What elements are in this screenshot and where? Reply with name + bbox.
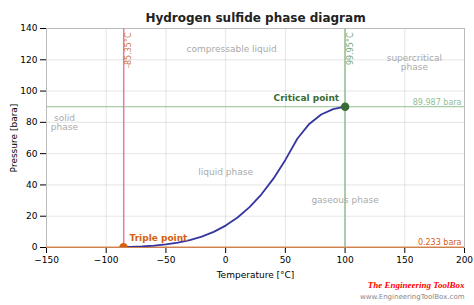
svg-text:supercriticalphase: supercriticalphase bbox=[387, 53, 442, 72]
svg-text:150: 150 bbox=[396, 255, 413, 265]
svg-text:Critical point: Critical point bbox=[274, 93, 340, 103]
svg-text:120: 120 bbox=[20, 55, 37, 65]
svg-text:200: 200 bbox=[456, 255, 473, 265]
svg-text:liquid phase: liquid phase bbox=[198, 167, 253, 177]
svg-text:solidphase: solidphase bbox=[51, 113, 79, 132]
svg-text:0: 0 bbox=[223, 255, 229, 265]
svg-text:60: 60 bbox=[26, 149, 38, 159]
svg-text:gaseous phase: gaseous phase bbox=[311, 195, 379, 205]
svg-text:20: 20 bbox=[26, 211, 38, 221]
svg-text:99.95°C: 99.95°C bbox=[346, 32, 355, 65]
svg-text:www.EngineeringToolBox.com: www.EngineeringToolBox.com bbox=[360, 293, 465, 301]
svg-text:compressable liquid: compressable liquid bbox=[187, 44, 277, 54]
svg-text:-85.35°C: -85.35°C bbox=[124, 32, 133, 68]
svg-text:140: 140 bbox=[20, 23, 37, 33]
svg-text:−100: −100 bbox=[94, 255, 119, 265]
svg-text:Temperature [°C]: Temperature [°C] bbox=[216, 270, 295, 280]
svg-text:−150: −150 bbox=[34, 255, 59, 265]
svg-text:80: 80 bbox=[26, 117, 38, 127]
svg-text:The Engineering ToolBox: The Engineering ToolBox bbox=[368, 280, 465, 290]
svg-text:100: 100 bbox=[20, 86, 37, 96]
svg-text:Hydrogen sulfide phase diagram: Hydrogen sulfide phase diagram bbox=[145, 11, 365, 25]
svg-text:100: 100 bbox=[336, 255, 353, 265]
svg-text:0.233 bara: 0.233 bara bbox=[418, 238, 462, 247]
svg-text:−50: −50 bbox=[156, 255, 175, 265]
svg-text:0: 0 bbox=[32, 242, 38, 252]
svg-text:50: 50 bbox=[280, 255, 292, 265]
svg-text:40: 40 bbox=[26, 180, 38, 190]
svg-text:89.987 bara: 89.987 bara bbox=[413, 98, 462, 107]
svg-text:Pressure [bara]: Pressure [bara] bbox=[9, 104, 19, 173]
svg-text:Triple point: Triple point bbox=[130, 233, 189, 243]
